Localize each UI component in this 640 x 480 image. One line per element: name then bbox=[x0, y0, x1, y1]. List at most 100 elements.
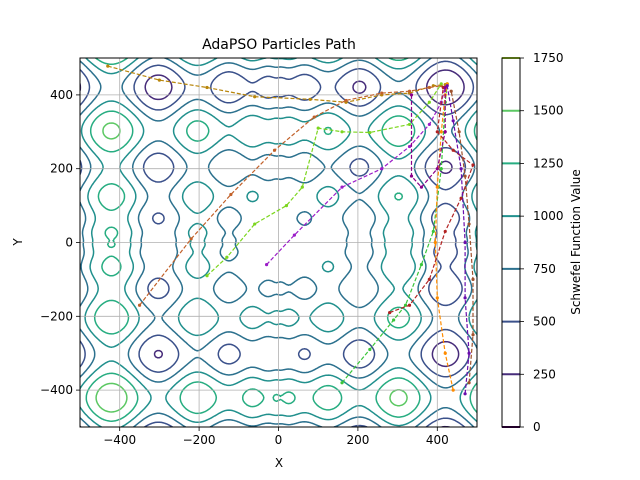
particle-position-marker bbox=[409, 174, 414, 178]
colorbar-tick-label: 0 bbox=[533, 420, 541, 434]
contour-level-1000 bbox=[80, 58, 477, 427]
particle-position-marker bbox=[467, 351, 471, 355]
particle-position-marker bbox=[451, 388, 455, 392]
particle-position-marker bbox=[449, 89, 453, 93]
colorbar-label: Schwefel Function Value bbox=[569, 169, 583, 315]
particle-position-marker bbox=[344, 98, 348, 103]
particle-position-marker bbox=[471, 163, 475, 167]
y-tick-label: 0 bbox=[65, 236, 73, 250]
particle-position-marker bbox=[435, 296, 439, 300]
chart-title: AdaPSO Particles Path bbox=[202, 37, 356, 53]
particle-position-marker bbox=[292, 233, 296, 237]
particle-position-marker bbox=[439, 82, 443, 86]
particle-position-marker bbox=[431, 229, 435, 234]
particle-position-marker bbox=[463, 174, 467, 178]
particle-position-marker bbox=[427, 122, 431, 127]
y-tick-label: −400 bbox=[40, 383, 73, 397]
x-tick-label: 400 bbox=[426, 433, 449, 447]
y-tick-label: −200 bbox=[40, 309, 73, 323]
particle-position-marker bbox=[427, 85, 431, 90]
particle-position-marker bbox=[205, 274, 209, 278]
x-tick-label: 0 bbox=[275, 433, 283, 447]
particle-paths bbox=[106, 64, 475, 396]
particle-path-5 bbox=[341, 83, 448, 384]
particle-position-marker bbox=[253, 95, 257, 99]
particle-position-marker bbox=[300, 185, 304, 189]
particle-position-marker bbox=[380, 91, 384, 95]
particle-position-marker bbox=[463, 240, 467, 245]
particle-position-marker bbox=[137, 303, 142, 307]
particle-position-marker bbox=[225, 255, 229, 259]
particle-position-marker bbox=[459, 167, 463, 171]
x-axis-label: X bbox=[275, 456, 283, 470]
particle-position-marker bbox=[272, 148, 277, 152]
particle-position-marker bbox=[443, 351, 447, 355]
particle-position-marker bbox=[340, 130, 344, 134]
particle-position-marker bbox=[471, 333, 475, 337]
y-tick-label: 200 bbox=[50, 162, 73, 176]
particle-position-marker bbox=[340, 381, 344, 385]
particle-position-marker bbox=[443, 229, 447, 234]
particle-position-marker bbox=[435, 185, 439, 189]
colorbar-tick-label: 500 bbox=[533, 315, 556, 329]
particle-position-marker bbox=[407, 144, 412, 149]
y-axis-label: Y bbox=[11, 238, 25, 247]
particle-position-marker bbox=[467, 381, 471, 385]
x-tick-label: −200 bbox=[183, 433, 216, 447]
particle-position-marker bbox=[427, 100, 431, 104]
particle-position-marker bbox=[451, 119, 455, 123]
y-tick-label: 400 bbox=[50, 88, 73, 102]
particle-position-marker bbox=[388, 311, 392, 315]
particle-position-marker bbox=[435, 130, 439, 134]
particle-position-marker bbox=[316, 126, 320, 130]
particle-position-marker bbox=[443, 130, 447, 134]
grid-lines bbox=[80, 58, 477, 427]
particle-position-marker bbox=[340, 185, 344, 189]
x-tick-label: −400 bbox=[103, 433, 136, 447]
particle-path-10 bbox=[410, 87, 446, 189]
particle-position-marker bbox=[392, 318, 396, 322]
particle-position-marker bbox=[471, 277, 475, 281]
particle-position-marker bbox=[435, 167, 439, 171]
particle-position-marker bbox=[439, 130, 443, 134]
particle-position-marker bbox=[189, 237, 193, 241]
particle-position-marker bbox=[467, 222, 471, 226]
particle-position-marker bbox=[312, 115, 316, 119]
particle-position-marker bbox=[284, 204, 289, 208]
x-tick-label: 200 bbox=[346, 433, 369, 447]
particle-position-marker bbox=[419, 185, 424, 189]
colorbar-tick-label: 1750 bbox=[533, 51, 564, 65]
contour-level-1250 bbox=[85, 58, 477, 422]
particle-position-marker bbox=[205, 85, 209, 90]
particle-position-marker bbox=[459, 196, 463, 200]
particle-position-marker bbox=[229, 192, 233, 197]
particle-position-marker bbox=[407, 122, 412, 127]
particle-position-marker bbox=[368, 130, 372, 135]
particle-position-marker bbox=[380, 167, 384, 171]
colorbar-tick-label: 1250 bbox=[533, 156, 564, 170]
y-axis-ticks: −400 −200 0 200 400 bbox=[40, 88, 80, 397]
particle-position-marker bbox=[308, 97, 312, 101]
particle-position-marker bbox=[368, 347, 372, 352]
particle-position-marker bbox=[451, 148, 455, 152]
particle-position-marker bbox=[457, 130, 461, 134]
particle-position-marker bbox=[264, 263, 269, 267]
colorbar-tick-label: 250 bbox=[533, 367, 556, 381]
particle-position-marker bbox=[157, 78, 161, 82]
colorbar-tick-label: 1000 bbox=[533, 209, 564, 223]
particle-path-4 bbox=[266, 87, 446, 266]
colorbar-background bbox=[502, 58, 520, 427]
particle-position-marker bbox=[463, 392, 467, 396]
particle-position-marker bbox=[409, 93, 414, 97]
particle-position-marker bbox=[106, 64, 110, 68]
particle-position-marker bbox=[463, 296, 467, 300]
particle-position-marker bbox=[427, 277, 431, 281]
particle-position-marker bbox=[407, 303, 412, 307]
colorbar-tick-label: 1500 bbox=[533, 104, 564, 118]
particle-position-marker bbox=[419, 263, 424, 267]
colorbar-ticks: 0 250 500 750 1000 1250 1500 1750 bbox=[502, 51, 564, 434]
colorbar-tick-label: 750 bbox=[533, 262, 556, 276]
particle-position-marker bbox=[407, 89, 412, 93]
particle-position-marker bbox=[403, 303, 408, 307]
